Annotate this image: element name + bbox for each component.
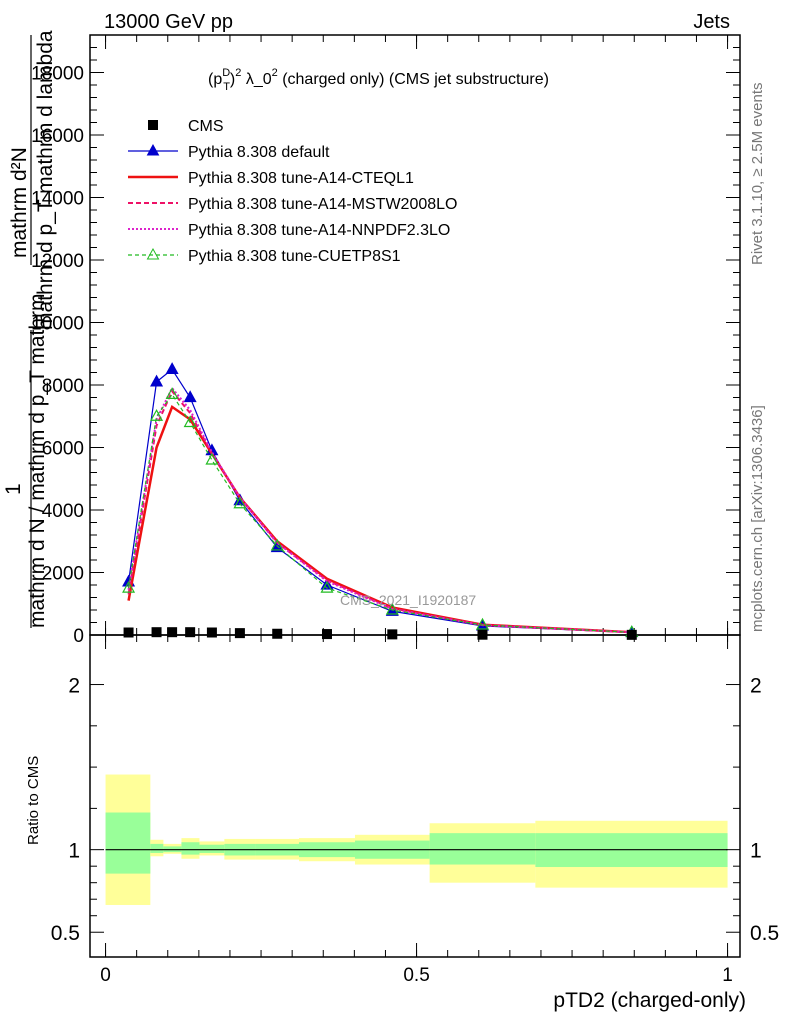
y-tick-label: 12000 — [31, 251, 84, 272]
ratio-bands — [105, 774, 728, 905]
legend-label: Pythia 8.308 tune-A14-CTEQL1 — [188, 170, 414, 187]
y-tick-label: 2000 — [42, 564, 84, 585]
cms-data-point — [167, 627, 178, 638]
y-tick-label: 14000 — [31, 189, 84, 210]
title-p: (p — [208, 71, 222, 88]
legend-label: Pythia 8.308 default — [188, 144, 330, 161]
title-close: ) — [230, 71, 235, 88]
legend-label: Pythia 8.308 tune-CUETP8S1 — [188, 248, 401, 265]
ratio-y-tick-label: 1 — [68, 840, 80, 863]
ratio-y-tick-label: 0.5 — [51, 922, 80, 945]
ylabel-frac: mathrm d N / mathrm d p_T mathrm — [26, 293, 49, 628]
series-marker-5 — [320, 580, 334, 593]
title-sup-2b: 2 — [272, 67, 278, 79]
y-tick-label: 10000 — [31, 314, 84, 335]
series-marker-5 — [150, 409, 164, 421]
cms-data-point — [272, 628, 283, 639]
ylabel-one: 1 — [2, 483, 25, 495]
cms-data-point — [234, 628, 245, 639]
title-sub-t: T — [223, 81, 230, 93]
series-marker-5 — [270, 538, 284, 551]
rivet-label: Rivet 3.1.10, ≥ 2.5M events — [749, 83, 766, 266]
x-tick-label: 1 — [722, 965, 733, 986]
title-label: λ_0 — [241, 71, 271, 88]
legend-marker — [146, 247, 160, 260]
cms-data-point — [123, 627, 134, 638]
header-energy: 13000 GeV pp — [104, 11, 233, 33]
cms-data-point — [477, 629, 488, 640]
ratio-band-inner — [199, 844, 225, 853]
ratio-y-tick-label-right: 1 — [750, 840, 762, 863]
ratio-y-tick-label-right: 0.5 — [750, 922, 779, 945]
series-marker-1 — [165, 362, 179, 374]
ratio-band-inner — [150, 843, 164, 853]
legend-label: CMS — [188, 118, 224, 135]
ratio-band-inner — [181, 842, 200, 855]
y-tick-label: 4000 — [42, 501, 84, 522]
cms-data-point — [626, 629, 637, 640]
cms-data-point — [185, 627, 196, 638]
series-marker-5 — [165, 387, 179, 399]
x-tick-label: 0.5 — [403, 965, 429, 986]
cms-data-point — [206, 627, 217, 638]
plot-title: (pD T)2 λ_02 (charged only) (CMS jet subs… — [208, 67, 549, 93]
series-lines — [122, 362, 639, 640]
series-marker-5 — [183, 415, 197, 428]
series-marker-5 — [385, 602, 399, 615]
cms-data-point — [387, 629, 398, 640]
series-line-5 — [127, 393, 632, 633]
y-tick-label: 16000 — [31, 126, 84, 147]
y-tick-label: 6000 — [42, 439, 84, 460]
series-marker-1 — [183, 390, 197, 403]
cms-data-point — [321, 629, 332, 640]
series-marker-5 — [475, 617, 490, 630]
main-y-axis-label: mathrm d²N mathrm d p_T mathrm d lambda … — [2, 30, 57, 628]
series-marker-1 — [150, 374, 164, 387]
analysis-tag: CMS_2021_I1920187 — [340, 592, 476, 608]
ratio-panel-frame — [89, 634, 741, 958]
ylabel-denominator: mathrm d p_T mathrm d lambda — [34, 30, 57, 330]
axis-ticks: 2000 4000 6000 8000 10000 12000 14000 16000 1800… — [31, 34, 779, 986]
legend-label: Pythia 8.308 tune-A14-MSTW2008LO — [188, 196, 457, 213]
ratio-y-tick-label-right: 2 — [750, 675, 762, 698]
series-marker-5 — [233, 496, 247, 509]
x-axis-label: pTD2 (charged-only) — [553, 989, 746, 1012]
y-tick-label: 18000 — [31, 64, 84, 85]
x-tick-label: 0 — [100, 965, 111, 986]
title-sup-d: D — [222, 67, 230, 79]
series-line-3 — [127, 389, 632, 634]
legend-marker-cms — [148, 120, 158, 130]
ratio-band-inner — [429, 833, 536, 865]
ratio-band-inner — [105, 812, 151, 874]
cms-data-point — [151, 627, 162, 638]
ratio-y-tick-label: 2 — [68, 675, 80, 698]
y-tick-label: 0 — [73, 626, 84, 647]
mcplots-label: mcplots.cern.ch [arXiv:1306.3436] — [749, 405, 766, 632]
ratio-y-label: Ratio to CMS — [25, 756, 42, 845]
legend: CMS Pythia 8.308 default Pythia 8.308 tune… — [128, 118, 457, 265]
header-jets: Jets — [693, 11, 730, 33]
title-sup-2: 2 — [235, 67, 241, 79]
title-tail: (charged only) (CMS jet substructure) — [278, 71, 549, 88]
series-marker-5 — [122, 580, 136, 593]
legend-marker — [146, 143, 160, 156]
legend-label: Pythia 8.308 tune-A14-NNPDF2.3LO — [188, 222, 450, 239]
series-marker-5 — [205, 452, 219, 465]
y-tick-label: 8000 — [42, 376, 84, 397]
ylabel-numerator: mathrm d²N — [8, 147, 31, 258]
